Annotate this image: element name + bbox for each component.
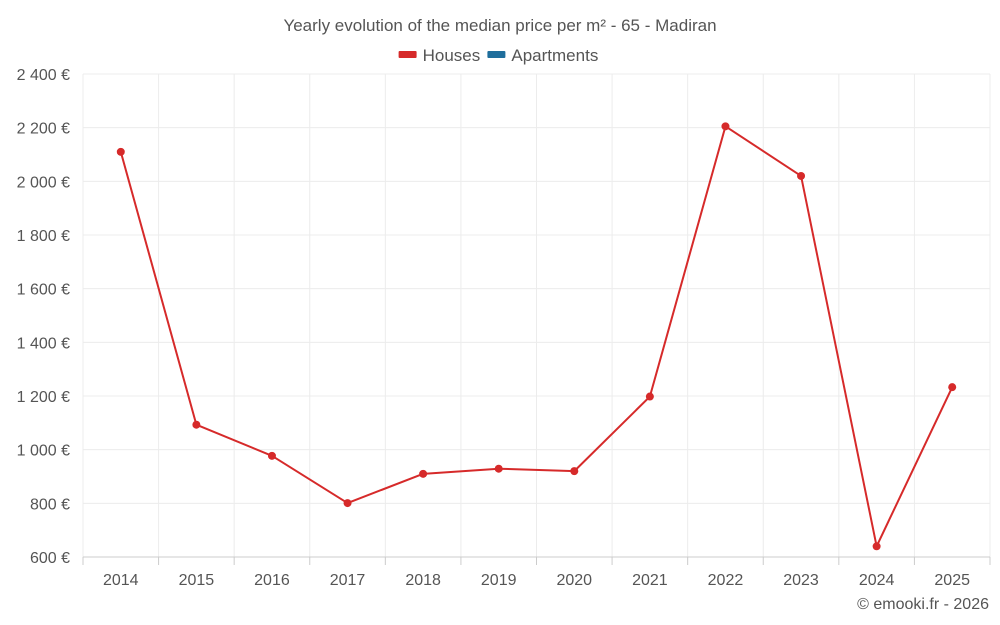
y-axis-tick-label: 2 000 € [17, 174, 70, 191]
x-axis-tick-label: 2022 [708, 572, 744, 589]
x-axis-tick-label: 2015 [179, 572, 215, 589]
y-axis-tick-label: 1 800 € [17, 228, 70, 245]
x-axis-tick-label: 2018 [405, 572, 441, 589]
x-axis-tick-label: 2021 [632, 572, 668, 589]
data-point-2017[interactable] [343, 499, 352, 508]
x-axis-tick-label: 2024 [859, 572, 895, 589]
legend-swatch [398, 51, 417, 58]
axes [82, 556, 991, 565]
y-axis-tick-label: 1 200 € [17, 389, 70, 406]
data-point-2024[interactable] [872, 542, 881, 551]
series-houses [116, 122, 957, 551]
y-axis-tick-label: 2 200 € [17, 121, 70, 138]
x-axis-tick-labels: 2014 2015 2016 2017 2018 2019 2020 2021 2022 2023… [103, 572, 970, 589]
x-axis-tick-label: 2016 [254, 572, 290, 589]
y-axis-tick-labels: 600 € 800 € 1 000 € 1 200 € 1 400 € 1 600 € 1 … [17, 67, 70, 567]
x-axis-tick-label: 2017 [330, 572, 366, 589]
x-axis-tick-label: 2020 [556, 572, 592, 589]
y-axis-tick-label: 800 € [30, 496, 70, 513]
y-axis-tick-label: 600 € [30, 550, 70, 567]
x-axis-tick-label: 2019 [481, 572, 517, 589]
legend: Houses Apartments [398, 46, 598, 65]
data-point-2023[interactable] [797, 171, 806, 180]
data-point-2018[interactable] [419, 469, 428, 478]
y-axis-tick-label: 1 400 € [17, 335, 70, 352]
data-point-2021[interactable] [645, 392, 654, 401]
legend-swatch [487, 51, 506, 58]
data-point-2019[interactable] [494, 464, 503, 473]
y-axis-tick-label: 1 000 € [17, 443, 70, 460]
legend-item-houses[interactable]: Houses [398, 46, 481, 65]
series-line-houses [119, 125, 954, 548]
y-axis-tick-label: 2 400 € [17, 67, 70, 84]
data-point-2014[interactable] [116, 147, 125, 156]
grid [82, 73, 991, 557]
data-point-2015[interactable] [192, 420, 201, 429]
data-point-2016[interactable] [267, 451, 276, 460]
data-point-2025[interactable] [948, 383, 957, 392]
data-point-2020[interactable] [570, 467, 579, 476]
credit-text: © emooki.fr - 2026 [857, 596, 989, 613]
x-axis-tick-label: 2014 [103, 572, 139, 589]
legend-item-apartments[interactable]: Apartments [487, 46, 598, 65]
x-axis-tick-label: 2023 [783, 572, 819, 589]
y-axis-tick-label: 1 600 € [17, 282, 70, 299]
chart-title: Yearly evolution of the median price per… [283, 16, 716, 35]
series-layer [116, 122, 957, 551]
data-point-2022[interactable] [721, 122, 730, 131]
x-axis-tick-label: 2025 [934, 572, 970, 589]
legend-label: Apartments [511, 46, 598, 65]
legend-label: Houses [423, 46, 481, 65]
